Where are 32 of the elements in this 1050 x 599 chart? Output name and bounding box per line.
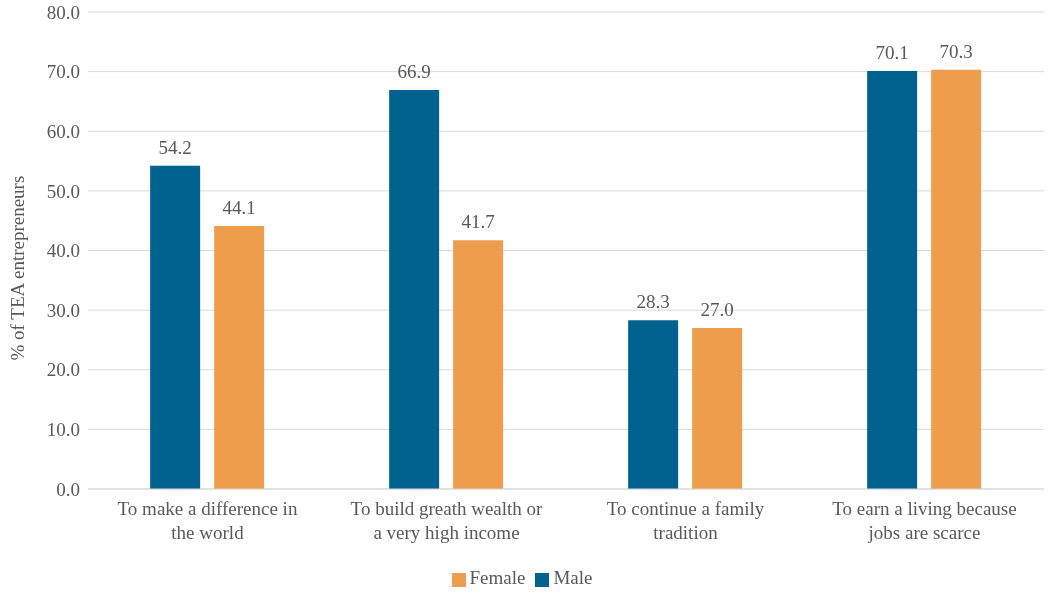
data-label: 70.3 <box>939 40 973 62</box>
y-tick-label: 70.0 <box>46 61 80 83</box>
bar <box>214 226 265 489</box>
y-tick-label: 0.0 <box>56 478 80 500</box>
y-tick-label: 40.0 <box>46 240 80 262</box>
data-label: 28.3 <box>636 291 670 313</box>
y-tick-label: 30.0 <box>46 299 80 321</box>
y-tick-label: 20.0 <box>46 359 80 381</box>
y-tick-label: 10.0 <box>46 419 80 441</box>
x-tick-label: To build greath wealth or a very high income <box>350 498 544 543</box>
y-tick-label: 60.0 <box>46 120 80 142</box>
data-label: 54.2 <box>158 136 192 158</box>
x-tick-label: To continue a family tradition <box>606 498 765 543</box>
data-label: 41.7 <box>461 211 495 233</box>
bar <box>150 165 201 489</box>
x-tick-label: To make a difference in the world <box>117 498 298 543</box>
bar <box>692 328 743 489</box>
data-label: 44.1 <box>222 197 256 219</box>
y-tick-label: 80.0 <box>46 1 80 23</box>
bar <box>867 71 918 489</box>
legend-label: Male <box>553 567 593 588</box>
x-tick-label: To earn a living because jobs are scarce <box>832 498 1017 543</box>
bar <box>931 69 982 489</box>
bar <box>628 320 679 489</box>
data-label: 70.1 <box>875 42 909 64</box>
bar <box>389 90 440 489</box>
y-tick-label: 50.0 <box>46 180 80 202</box>
y-axis-title: % of TEA entrepreneurs <box>6 175 28 361</box>
data-label: 66.9 <box>397 61 431 83</box>
data-label: 27.0 <box>700 299 734 321</box>
bar <box>453 240 504 489</box>
legend-label: Female <box>469 567 526 588</box>
